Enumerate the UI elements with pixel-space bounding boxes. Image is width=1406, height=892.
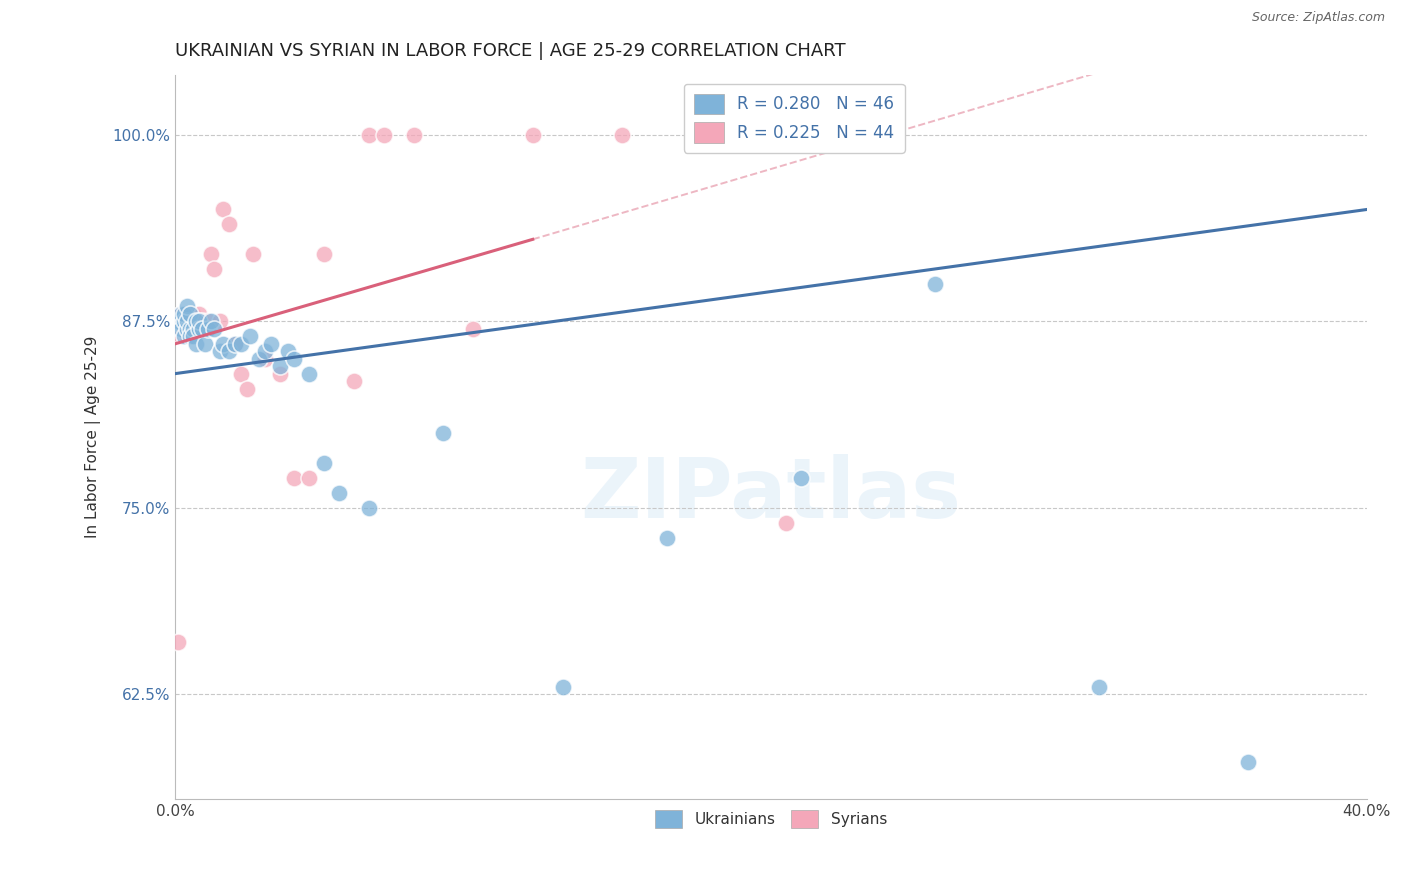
- Point: [194, 322, 217, 336]
- Point: [242, 247, 264, 261]
- Text: UKRAINIAN VS SYRIAN IN LABOR FORCE | AGE 25-29 CORRELATION CHART: UKRAINIAN VS SYRIAN IN LABOR FORCE | AGE…: [176, 42, 846, 60]
- Point: [277, 344, 299, 359]
- Point: [167, 314, 190, 328]
- Point: [173, 329, 195, 343]
- Point: [1087, 680, 1109, 694]
- Point: [167, 314, 190, 328]
- Point: [298, 471, 321, 485]
- Point: [685, 128, 707, 142]
- Point: [373, 128, 395, 142]
- Point: [176, 307, 198, 321]
- Point: [202, 262, 225, 277]
- Point: [224, 336, 246, 351]
- Point: [170, 329, 193, 343]
- Text: ZIPatlas: ZIPatlas: [581, 454, 962, 535]
- Point: [655, 531, 678, 545]
- Point: [269, 367, 291, 381]
- Point: [176, 314, 198, 328]
- Point: [170, 307, 193, 321]
- Point: [247, 351, 270, 366]
- Point: [849, 128, 872, 142]
- Point: [298, 367, 321, 381]
- Point: [184, 336, 207, 351]
- Point: [179, 329, 201, 343]
- Point: [208, 314, 231, 328]
- Point: [179, 307, 201, 321]
- Point: [229, 367, 252, 381]
- Point: [176, 314, 198, 328]
- Point: [218, 344, 240, 359]
- Point: [170, 307, 193, 321]
- Point: [173, 322, 195, 336]
- Point: [194, 336, 217, 351]
- Point: [1236, 755, 1258, 769]
- Point: [173, 314, 195, 328]
- Point: [463, 322, 485, 336]
- Point: [402, 128, 425, 142]
- Point: [173, 314, 195, 328]
- Point: [283, 351, 305, 366]
- Point: [224, 336, 246, 351]
- Point: [253, 344, 276, 359]
- Point: [184, 314, 207, 328]
- Point: [181, 322, 204, 336]
- Point: [179, 322, 201, 336]
- Point: [191, 322, 214, 336]
- Point: [790, 471, 813, 485]
- Point: [197, 314, 219, 328]
- Point: [357, 128, 380, 142]
- Point: [775, 516, 797, 530]
- Point: [212, 336, 235, 351]
- Point: [188, 322, 211, 336]
- Point: [283, 471, 305, 485]
- Point: [179, 322, 201, 336]
- Point: [212, 202, 235, 217]
- Point: [239, 329, 262, 343]
- Point: [167, 635, 190, 649]
- Point: [202, 322, 225, 336]
- Point: [328, 486, 350, 500]
- Point: [551, 680, 574, 694]
- Point: [357, 500, 380, 515]
- Point: [170, 322, 193, 336]
- Legend: Ukrainians, Syrians: Ukrainians, Syrians: [650, 804, 893, 835]
- Point: [179, 314, 201, 328]
- Point: [432, 426, 454, 441]
- Point: [218, 218, 240, 232]
- Point: [610, 128, 633, 142]
- Point: [176, 322, 198, 336]
- Point: [314, 456, 336, 470]
- Point: [229, 336, 252, 351]
- Point: [188, 307, 211, 321]
- Point: [253, 351, 276, 366]
- Point: [269, 359, 291, 373]
- Point: [181, 329, 204, 343]
- Point: [191, 314, 214, 328]
- Point: [200, 314, 222, 328]
- Y-axis label: In Labor Force | Age 25-29: In Labor Force | Age 25-29: [86, 335, 101, 538]
- Point: [314, 247, 336, 261]
- Point: [200, 247, 222, 261]
- Point: [208, 344, 231, 359]
- Point: [522, 128, 544, 142]
- Point: [197, 322, 219, 336]
- Point: [924, 277, 946, 291]
- Point: [236, 382, 259, 396]
- Point: [259, 336, 281, 351]
- Point: [188, 314, 211, 328]
- Point: [343, 374, 366, 388]
- Point: [184, 322, 207, 336]
- Point: [176, 329, 198, 343]
- Point: [170, 314, 193, 328]
- Text: Source: ZipAtlas.com: Source: ZipAtlas.com: [1251, 11, 1385, 24]
- Point: [181, 307, 204, 321]
- Point: [181, 314, 204, 328]
- Point: [184, 314, 207, 328]
- Point: [176, 300, 198, 314]
- Point: [173, 307, 195, 321]
